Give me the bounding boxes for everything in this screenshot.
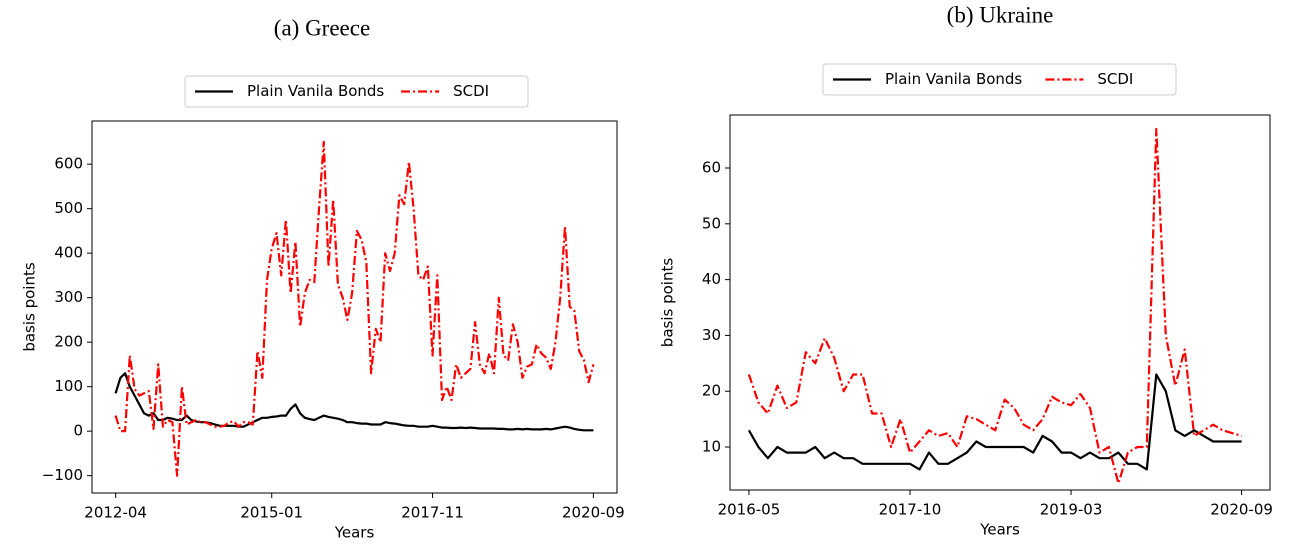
panel-title: (a) Greece xyxy=(274,15,370,40)
y-tick-label: 20 xyxy=(702,382,721,400)
y-tick-label: 600 xyxy=(54,155,83,173)
y-tick-label: 60 xyxy=(702,159,721,177)
legend-label: Plain Vanila Bonds xyxy=(247,82,384,100)
y-tick-label: 10 xyxy=(702,438,721,456)
y-axis-label: basis points xyxy=(659,258,677,348)
plot-frame xyxy=(91,120,618,494)
x-axis-label: Years xyxy=(334,524,375,542)
y-tick-label: 50 xyxy=(702,214,721,232)
series-line xyxy=(747,373,1242,471)
plot-frame xyxy=(729,114,1271,491)
y-tick-label: 300 xyxy=(54,288,83,306)
y-tick-label: 500 xyxy=(54,199,83,217)
legend-label: SCDI xyxy=(453,82,489,100)
x-tick-label: 2020-09 xyxy=(1210,501,1273,519)
x-tick-label: 2017-10 xyxy=(879,501,942,519)
legend-label: SCDI xyxy=(1097,70,1133,88)
series-line xyxy=(114,140,595,477)
y-tick-label: 200 xyxy=(54,333,83,351)
legend-box xyxy=(822,63,1177,96)
legend-label: Plain Vanila Bonds xyxy=(885,70,1022,88)
panel-title: (b) Ukraine xyxy=(947,2,1054,27)
x-tick-label: 2012-04 xyxy=(84,504,147,522)
series-line xyxy=(747,127,1242,485)
x-tick-label: 2020-09 xyxy=(562,504,625,522)
y-tick-label: 400 xyxy=(54,244,83,262)
y-tick-label: 0 xyxy=(73,422,83,440)
x-tick-label: 2019-03 xyxy=(1040,501,1103,519)
y-tick-label: 100 xyxy=(54,377,83,395)
x-tick-label: 2017-11 xyxy=(401,504,464,522)
x-tick-label: 2015-01 xyxy=(240,504,303,522)
y-tick-label: −100 xyxy=(42,466,83,484)
legend-box xyxy=(184,75,529,108)
x-tick-label: 2016-05 xyxy=(718,501,781,519)
x-axis-label: Years xyxy=(979,521,1020,539)
y-tick-label: 30 xyxy=(702,326,721,344)
y-tick-label: 40 xyxy=(702,270,721,288)
y-axis-label: basis points xyxy=(21,262,39,352)
